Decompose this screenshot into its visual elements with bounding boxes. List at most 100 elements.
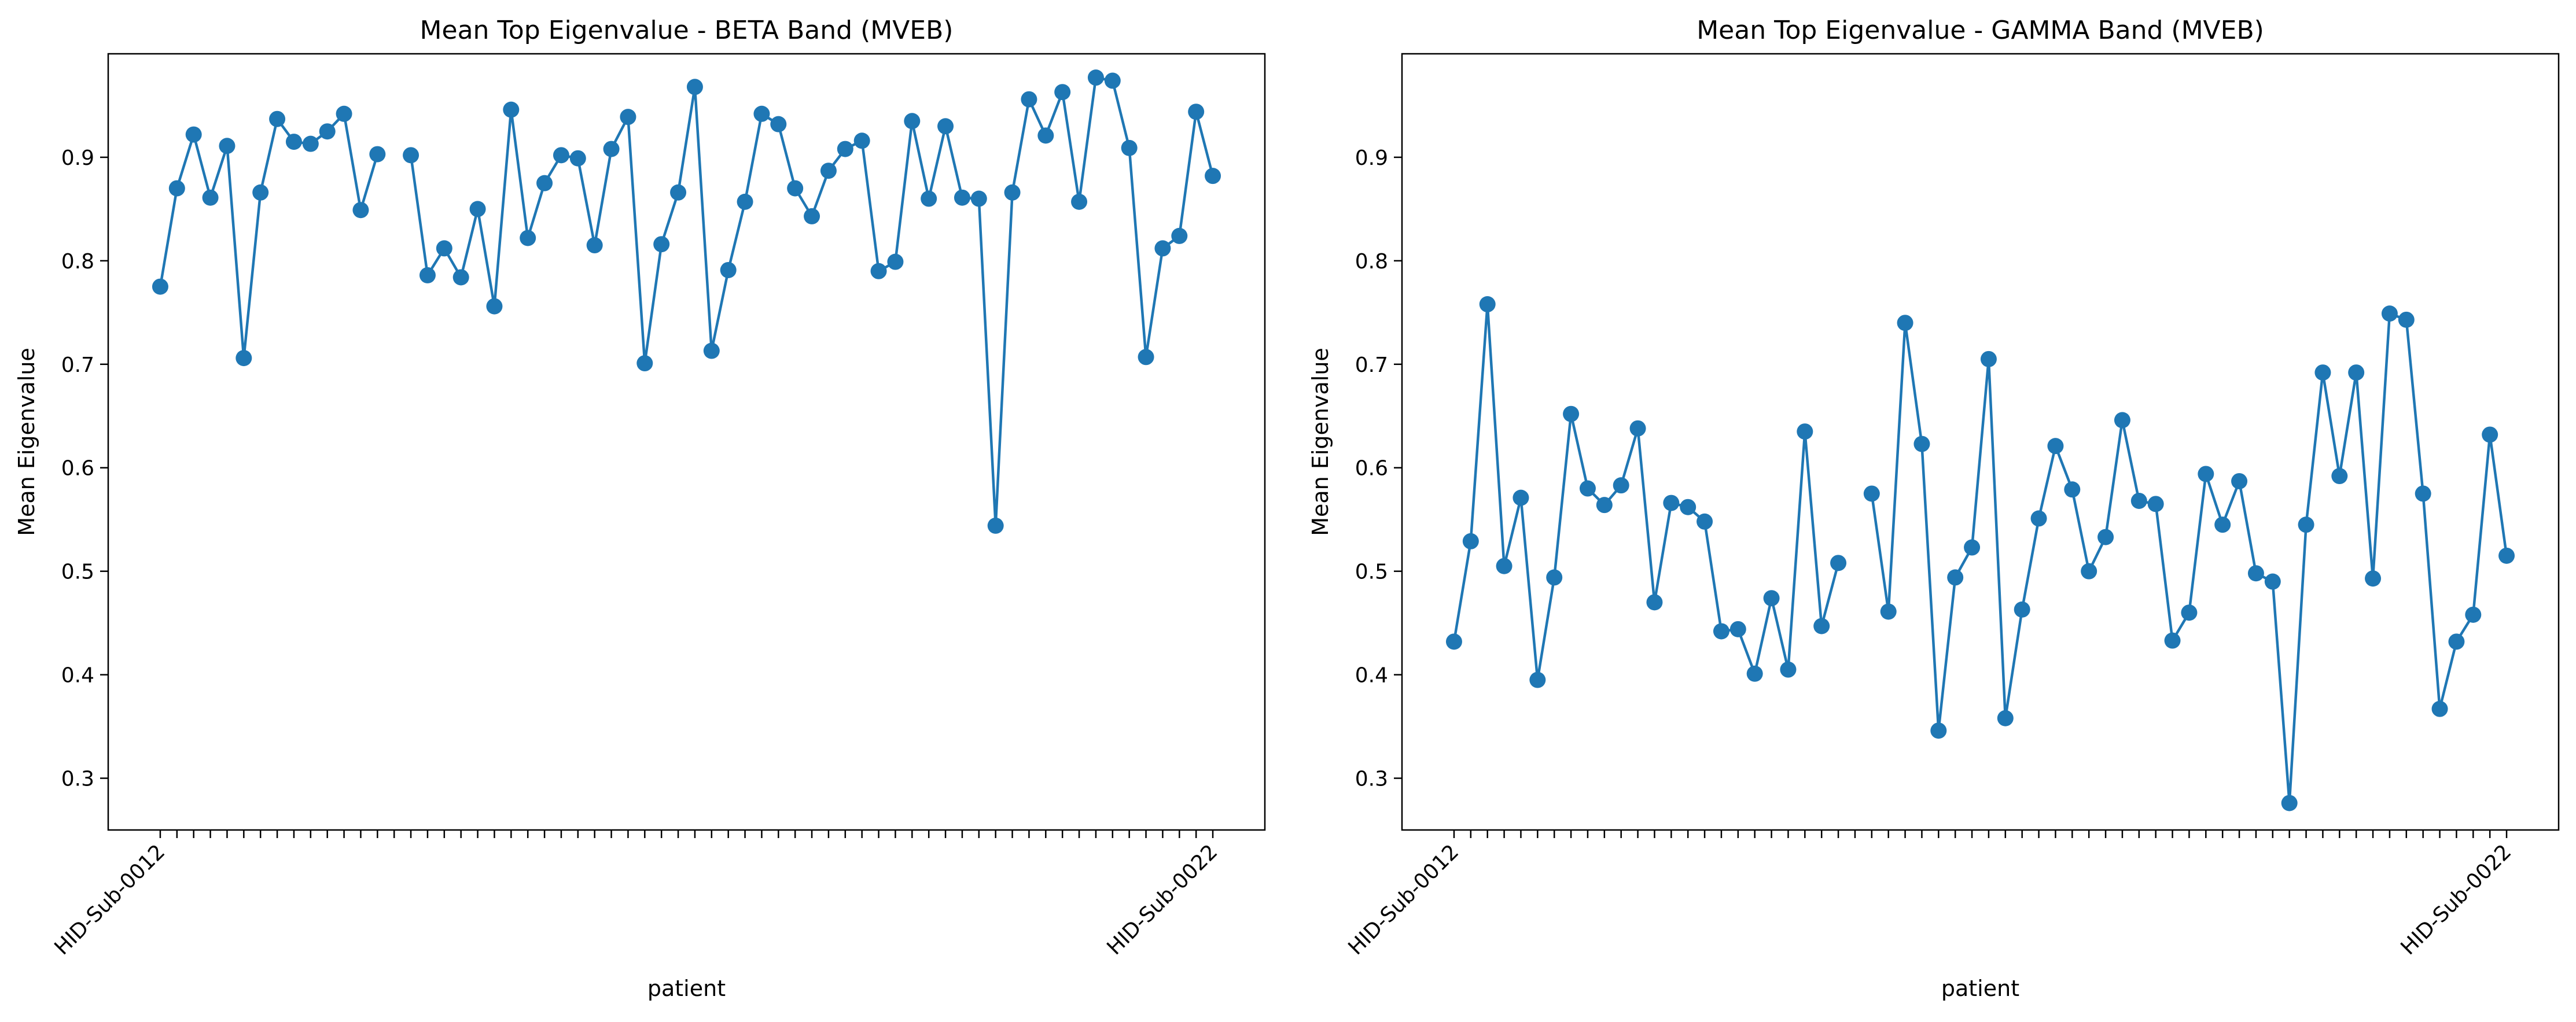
data-point <box>1980 350 1997 367</box>
y-tick-label: 0.8 <box>61 250 94 274</box>
data-point <box>235 350 252 367</box>
data-point <box>2047 438 2064 455</box>
y-tick-label: 0.3 <box>61 768 94 791</box>
data-point <box>720 261 737 278</box>
data-point <box>904 113 921 130</box>
data-point <box>987 517 1004 534</box>
data-point <box>1121 139 1138 156</box>
x-tick-label: HID-Sub-0012 <box>1344 840 1463 960</box>
data-point <box>1546 569 1563 586</box>
data-point <box>620 109 636 126</box>
data-point <box>2147 496 2164 512</box>
data-point <box>1663 495 1680 511</box>
y-tick-label: 0.5 <box>1355 560 1388 584</box>
data-point <box>168 180 185 197</box>
data-point <box>185 126 202 143</box>
data-point <box>352 202 369 219</box>
data-point <box>1947 569 1964 586</box>
data-point <box>269 110 286 127</box>
data-point <box>1680 499 1697 515</box>
data-point <box>603 141 620 157</box>
data-point <box>636 355 653 372</box>
data-point <box>1563 405 1580 422</box>
data-point <box>1880 603 1897 620</box>
y-tick-label: 0.6 <box>1355 457 1388 481</box>
y-tick-label: 0.9 <box>61 146 94 170</box>
data-point <box>285 134 302 150</box>
data-point <box>1087 69 1104 86</box>
data-point <box>2465 606 2482 623</box>
y-tick-label: 0.9 <box>1355 146 1388 170</box>
data-point <box>1479 296 1496 313</box>
data-point <box>2097 529 2114 545</box>
y-tick-label: 0.5 <box>61 560 94 584</box>
data-point <box>1579 480 1596 497</box>
data-point <box>503 101 520 118</box>
data-point <box>1729 621 1746 637</box>
data-point <box>219 138 235 154</box>
data-point <box>1138 349 1154 366</box>
data-point <box>670 184 687 201</box>
data-point <box>336 105 352 122</box>
data-point <box>703 342 720 359</box>
data-point <box>954 189 970 206</box>
data-point <box>419 267 436 283</box>
data-point <box>553 147 569 164</box>
data-point <box>202 189 219 206</box>
data-point <box>319 123 336 140</box>
chart-panel-1: Mean Top Eigenvalue - BETA Band (MVEB) Me… <box>14 16 1266 1001</box>
data-point <box>2130 492 2147 509</box>
data-point <box>787 180 804 197</box>
data-point <box>2281 795 2298 811</box>
data-point <box>486 298 503 315</box>
x-tick-label: HID-Sub-0022 <box>1103 840 1223 960</box>
y-tick-label: 0.6 <box>61 457 94 481</box>
data-point <box>2114 412 2130 429</box>
data-point <box>1964 539 1981 556</box>
data-point <box>1462 533 1479 549</box>
x-axis-label: patient <box>1941 976 2019 1001</box>
data-point <box>2164 632 2181 649</box>
data-point <box>2381 305 2398 322</box>
data-point <box>921 190 937 207</box>
data-point <box>2181 604 2198 621</box>
data-point <box>653 236 670 253</box>
data-point <box>586 237 603 254</box>
data-point <box>2498 547 2515 564</box>
data-point <box>2198 466 2214 482</box>
data-point <box>2064 481 2081 498</box>
data-point <box>1897 315 1913 331</box>
data-point <box>452 269 469 286</box>
data-point <box>2331 468 2348 485</box>
data-point <box>2482 426 2498 443</box>
x-axis-label: patient <box>647 976 726 1001</box>
y-tick-label: 0.8 <box>1355 250 1388 274</box>
y-tick-label: 0.4 <box>61 664 94 688</box>
data-point <box>2030 510 2047 527</box>
data-point <box>1171 227 1188 244</box>
data-point <box>1813 618 1830 634</box>
data-point <box>1154 240 1171 257</box>
data-point <box>2448 633 2465 650</box>
data-point <box>686 79 703 95</box>
y-axis-label: Mean Eigenvalue <box>1308 348 1333 536</box>
data-point <box>1913 436 1930 452</box>
data-point <box>1513 489 1529 506</box>
data-point <box>1004 184 1021 201</box>
chart-title: Mean Top Eigenvalue - BETA Band (MVEB) <box>420 16 954 45</box>
data-point <box>753 105 770 122</box>
data-point <box>1646 594 1663 611</box>
data-point <box>1188 104 1205 120</box>
x-tick-label: HID-Sub-0022 <box>2397 840 2516 960</box>
data-point <box>1205 168 1221 185</box>
data-point <box>970 190 987 207</box>
data-point <box>1863 485 1880 502</box>
y-tick-label: 0.7 <box>1355 353 1388 377</box>
data-point <box>737 193 753 210</box>
data-point <box>1697 513 1713 530</box>
data-point <box>2431 700 2448 717</box>
data-point <box>2314 364 2331 381</box>
data-point <box>2348 364 2365 381</box>
data-point <box>1021 91 1037 108</box>
